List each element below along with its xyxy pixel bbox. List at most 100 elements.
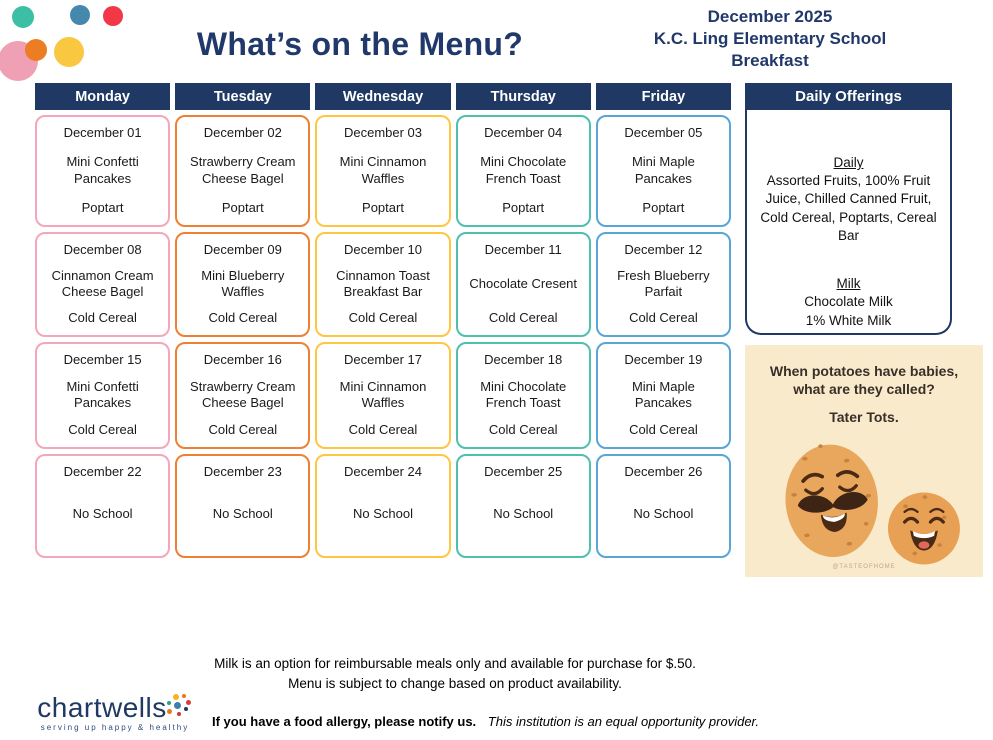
menu-cell: December 08 Cinnamon Cream Cheese Bagel Co… (35, 232, 171, 337)
cell-date: December 02 (203, 125, 282, 140)
menu-cell: December 02 Strawberry Cream Cheese Bagel… (175, 115, 311, 227)
cell-side: Cold Cereal (488, 309, 558, 325)
cell-side: Cold Cereal (629, 309, 698, 325)
dot-icon (186, 699, 192, 705)
daily-offerings-panel: Daily Offerings Daily Assorted Fruits, 1… (745, 83, 952, 335)
menu-cell: December 24 No School (315, 454, 451, 558)
daily-items: Assorted Fruits, 100% Fruit Juice, Chill… (760, 173, 937, 243)
equal-opportunity-notice: This institution is an equal opportunity… (487, 714, 760, 729)
menu-cell: December 16 Strawberry Cream Cheese Bagel… (175, 342, 311, 449)
cell-entree: Mini Maple Pancakes (631, 378, 695, 410)
menu-cell: December 23 No School (175, 454, 311, 558)
menu-cell: December 17 Mini Cinnamon Waffles Cold Cer… (315, 342, 451, 449)
cell-date: December 09 (203, 242, 282, 257)
day-header-wednesday: Wednesday (315, 83, 451, 110)
page-title: What’s on the Menu? (196, 26, 524, 62)
footer-notes: Milk is an option for reimbursable meals… (75, 654, 835, 695)
joke-card: When potatoes have babies, what are they… (745, 345, 983, 577)
cell-date: December 16 (203, 352, 282, 367)
cell-entree: No School (493, 505, 554, 521)
allergy-note: If you have a food allergy, please notif… (212, 714, 759, 729)
dot-icon (176, 712, 181, 716)
cell-side: Cold Cereal (68, 309, 137, 325)
menu-month: December 2025 (707, 7, 833, 26)
cell-entree: Mini Confetti Pancakes (66, 378, 139, 410)
cell-entree: Fresh Blueberry Parfait (617, 267, 710, 299)
cell-entree: No School (353, 505, 413, 521)
cell-entree: Mini Chocolate French Toast (480, 378, 567, 410)
cell-side: Cold Cereal (208, 421, 278, 437)
menu-cell: December 22 No School (35, 454, 171, 558)
menu-calendar: Monday Tuesday Wednesday Thursday Friday Dece… (35, 83, 731, 558)
cell-date: December 10 (343, 242, 423, 257)
menu-cell: December 09 Mini Blueberry Waffles Cold Ce… (175, 232, 311, 337)
chartwells-logo: chartwells serving up happy & healthy (20, 694, 210, 732)
menu-cell: December 25 No School (455, 454, 591, 558)
orange-dot-icon (25, 39, 47, 61)
cell-entree: Mini Chocolate French Toast (480, 154, 567, 186)
meal-type: Breakfast (731, 51, 809, 71)
cell-side: Cold Cereal (348, 421, 418, 437)
cell-entree: Strawberry Cream Cheese Bagel (190, 154, 296, 186)
day-header-friday: Friday (595, 83, 731, 110)
day-header-monday: Monday (35, 83, 171, 110)
cell-date: December 25 (484, 464, 563, 479)
menu-cell: December 01 Mini Confetti Pancakes Poptart (35, 115, 171, 227)
cell-date: December 11 (484, 242, 562, 257)
cell-entree: Mini Blueberry Waffles (201, 267, 285, 299)
milk-heading: Milk (836, 276, 861, 292)
menu-cell: December 19 Mini Maple Pancakes Cold Cerea… (595, 342, 731, 449)
cell-entree: Mini Cinnamon Waffles (339, 154, 427, 186)
decorative-dots (0, 0, 150, 90)
menu-cell: December 11 Chocolate Cresent Cold Cereal (455, 232, 591, 337)
cell-entree: Mini Maple Pancakes (631, 154, 695, 186)
menu-cell: December 04 Mini Chocolate French Toast Po… (455, 115, 591, 227)
cell-date: December 15 (63, 352, 142, 367)
joke-answer: Tater Tots. (829, 409, 899, 426)
logo-wordmark: chartwells (37, 692, 167, 723)
menu-cell: December 18 Mini Chocolate French Toast Co… (455, 342, 591, 449)
cell-entree: Mini Confetti Pancakes (66, 154, 139, 186)
cell-side: Poptart (502, 199, 545, 215)
dot-icon (172, 694, 179, 700)
milk-block: Milk Chocolate Milk 1% White Milk (755, 275, 942, 330)
menu-cell: December 15 Mini Confetti Pancakes Cold Ce… (35, 342, 171, 449)
joke-credit: @TASTEOFHOME (832, 564, 896, 570)
dot-icon (183, 707, 188, 711)
daily-offerings-body: Daily Assorted Fruits, 100% Fruit Juice,… (745, 110, 952, 335)
cell-entree: Strawberry Cream Cheese Bagel (190, 378, 296, 410)
dot-icon (167, 708, 173, 714)
cell-side: Cold Cereal (488, 421, 558, 437)
cell-entree: Cinnamon Cream Cheese Bagel (51, 267, 154, 299)
cell-side: Cold Cereal (208, 309, 278, 325)
cell-date: December 26 (624, 464, 703, 479)
cell-entree: No School (72, 505, 133, 521)
menu-cell: December 05 Mini Maple Pancakes Poptart (595, 115, 731, 227)
joke-question: When potatoes have babies, what are they… (769, 363, 959, 398)
milk-item: Chocolate Milk (804, 294, 893, 310)
school-info: December 2025 K.C. Ling Elementary Schoo… (565, 6, 975, 72)
menu-cell: December 26 No School (595, 454, 731, 558)
cell-side: Cold Cereal (629, 421, 698, 437)
menu-cell: December 10 Cinnamon Toast Breakfast Bar C… (315, 232, 451, 337)
cell-side: Cold Cereal (68, 421, 137, 437)
daily-offerings-header: Daily Offerings (745, 83, 952, 110)
day-header-thursday: Thursday (455, 83, 591, 110)
cell-date: December 18 (484, 352, 563, 367)
daily-heading: Daily (833, 155, 864, 170)
cell-side: Poptart (81, 199, 124, 215)
menu-cell: December 12 Fresh Blueberry Parfait Cold C… (595, 232, 731, 337)
cell-entree: Mini Cinnamon Waffles (339, 378, 427, 410)
dot-icon (181, 694, 186, 698)
cell-date: December 24 (343, 464, 423, 479)
teal-dot-icon (12, 6, 34, 28)
potato-illustration (785, 444, 960, 565)
cell-date: December 04 (484, 125, 563, 140)
cell-date: December 22 (63, 464, 142, 479)
cell-side: Poptart (221, 199, 264, 215)
cell-side: Poptart (362, 199, 404, 215)
cell-entree: No School (212, 505, 273, 521)
cell-date: December 12 (624, 242, 703, 257)
change-note: Menu is subject to change based on produ… (288, 676, 622, 692)
